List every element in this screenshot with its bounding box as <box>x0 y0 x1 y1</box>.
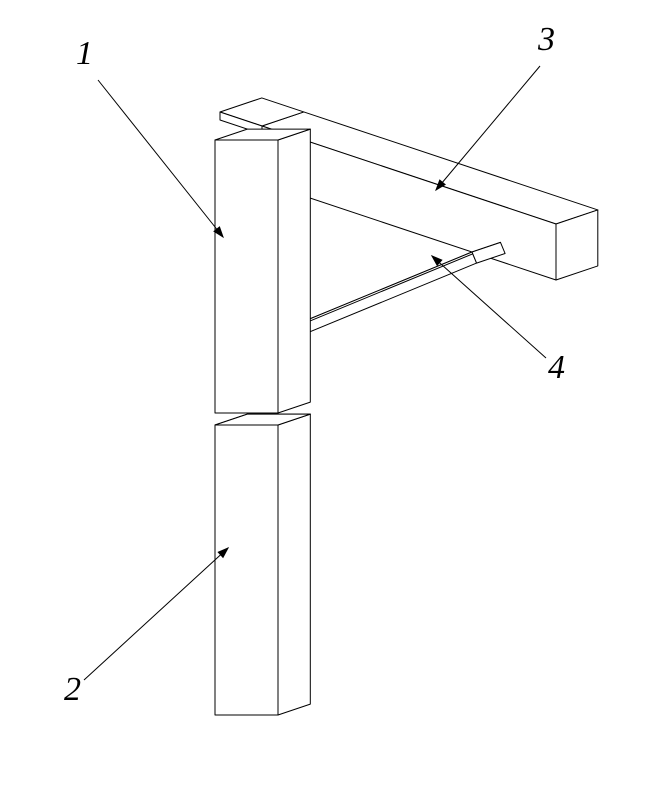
callout-label-2: 2 <box>64 671 81 708</box>
callout-label-4: 4 <box>548 349 565 386</box>
callout-label-3: 3 <box>537 21 555 58</box>
callout-label-1: 1 <box>76 35 93 72</box>
